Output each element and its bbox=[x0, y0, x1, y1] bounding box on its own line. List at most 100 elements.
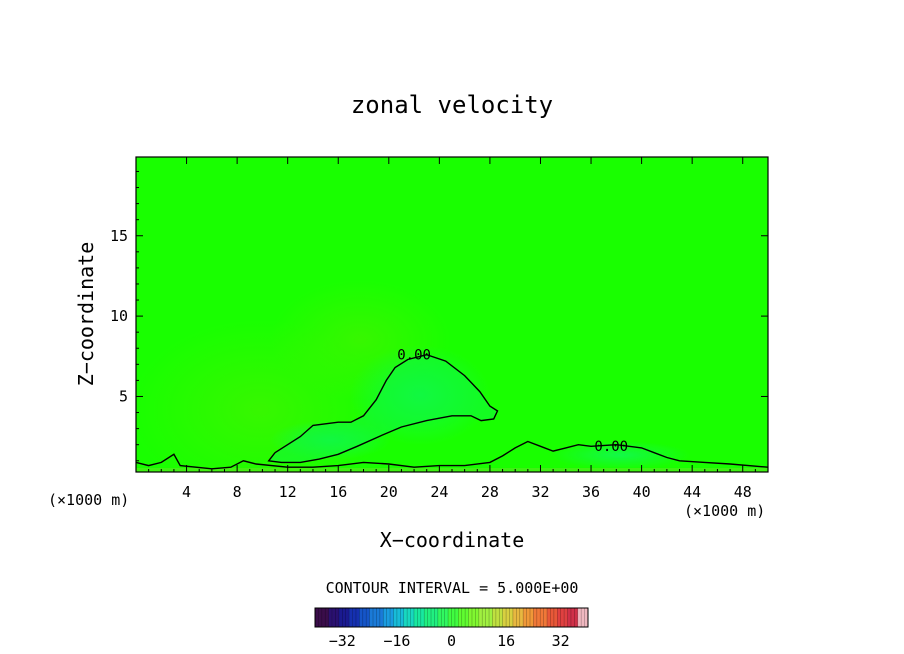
colorbar-cell bbox=[495, 608, 500, 627]
colorbar-tick-label: −32 bbox=[329, 632, 356, 650]
colorbar-cell bbox=[403, 608, 408, 627]
colorbar-cell bbox=[441, 608, 445, 627]
colorbar-cell bbox=[543, 608, 548, 627]
x-tick-label: 8 bbox=[233, 483, 242, 501]
colorbar-cell bbox=[444, 608, 449, 627]
colorbar-cell bbox=[560, 608, 565, 627]
colorbar-frame bbox=[314, 607, 589, 628]
colorbar-cell bbox=[512, 608, 517, 627]
colorbar-cell bbox=[550, 608, 555, 627]
colorbar-cell bbox=[393, 608, 398, 627]
colorbar-cell bbox=[475, 608, 480, 627]
x-tick-label: 16 bbox=[329, 483, 347, 501]
colorbar-cell bbox=[318, 608, 323, 627]
x-unit-left: (×1000 m) bbox=[48, 491, 129, 509]
colorbar-cell bbox=[379, 608, 384, 627]
colorbar-cell bbox=[338, 608, 343, 627]
colorbar-cell bbox=[396, 608, 401, 627]
x-tick-label: 44 bbox=[683, 483, 701, 501]
colorbar-tick-label: 0 bbox=[447, 632, 456, 650]
colorbar-cell bbox=[577, 608, 582, 627]
colorbar-cell bbox=[321, 608, 326, 627]
colorbar-cell bbox=[502, 608, 507, 627]
colorbar-cell bbox=[529, 608, 534, 627]
colorbar-cell bbox=[454, 608, 459, 627]
contour-interval-text: CONTOUR INTERVAL = 5.000E+00 bbox=[326, 579, 579, 597]
colorbar-cell bbox=[471, 608, 476, 627]
colorbar-cell bbox=[574, 608, 579, 627]
colorbar-cell bbox=[482, 608, 486, 627]
colorbar-cell bbox=[536, 608, 541, 627]
x-unit-right: (×1000 m) bbox=[684, 502, 765, 520]
colorbar-cell bbox=[335, 608, 340, 627]
colorbar-cell bbox=[584, 608, 589, 627]
colorbar-tick-label: 16 bbox=[497, 632, 515, 650]
x-tick-label: 36 bbox=[582, 483, 600, 501]
y-tick-label: 5 bbox=[119, 387, 128, 405]
colorbar-cell bbox=[369, 608, 374, 627]
x-tick-label: 20 bbox=[380, 483, 398, 501]
chart-title: zonal velocity bbox=[351, 91, 553, 119]
x-tick-label: 4 bbox=[182, 483, 191, 501]
colorbar-cell bbox=[567, 608, 572, 627]
colorbar-cell bbox=[400, 608, 405, 627]
colorbar-cell bbox=[448, 608, 452, 627]
colorbar-cell bbox=[523, 608, 527, 627]
colorbar-cell bbox=[547, 608, 551, 627]
colorbar-cell bbox=[458, 608, 463, 627]
x-axis-label: X−coordinate bbox=[380, 528, 525, 552]
y-tick-label: 15 bbox=[110, 227, 128, 245]
colorbar-cell bbox=[451, 608, 456, 627]
colorbar-cell bbox=[468, 608, 473, 627]
colorbar-cell bbox=[420, 608, 425, 627]
colorbar-cell bbox=[540, 608, 544, 627]
colorbar-cell bbox=[434, 608, 439, 627]
colorbar-cell bbox=[509, 608, 514, 627]
colorbar: −32 −16 0 16 32 bbox=[314, 607, 589, 650]
colorbar-cell bbox=[345, 608, 350, 627]
zero-region-fill bbox=[268, 354, 498, 463]
colorbar-cell bbox=[355, 608, 360, 627]
colorbar-cell bbox=[431, 608, 435, 627]
colorbar-cell bbox=[342, 608, 347, 627]
colorbar-cell bbox=[352, 608, 357, 627]
y-tick-label: 10 bbox=[110, 307, 128, 325]
colorbar-cell bbox=[581, 608, 585, 627]
colorbar-cell bbox=[366, 608, 370, 627]
x-tick-label: 40 bbox=[633, 483, 651, 501]
colorbar-cell bbox=[328, 608, 333, 627]
colorbar-cell bbox=[499, 608, 503, 627]
contour-label: 0.00 bbox=[397, 348, 431, 364]
colorbar-cell bbox=[373, 608, 377, 627]
colorbar-cell bbox=[390, 608, 394, 627]
colorbar-cell bbox=[465, 608, 469, 627]
colorbar-cell bbox=[489, 608, 493, 627]
colorbar-cell bbox=[413, 608, 418, 627]
zero-contour-lower bbox=[136, 440, 768, 470]
colorbar-cell bbox=[570, 608, 575, 627]
contour-label: 0.00 bbox=[594, 439, 628, 455]
colorbar-cell bbox=[553, 608, 558, 627]
colorbar-cell bbox=[437, 608, 442, 627]
colorbar-cell bbox=[485, 608, 490, 627]
colorbar-cell bbox=[506, 608, 510, 627]
colorbar-cell bbox=[407, 608, 411, 627]
colorbar-cell bbox=[410, 608, 415, 627]
colorbar-cell bbox=[359, 608, 364, 627]
colorbar-cell bbox=[427, 608, 432, 627]
colorbar-cell bbox=[461, 608, 466, 627]
colorbar-cell bbox=[376, 608, 381, 627]
colorbar-cell bbox=[362, 608, 367, 627]
colorbar-cell bbox=[383, 608, 387, 627]
colorbar-cell bbox=[424, 608, 428, 627]
x-tick-label: 32 bbox=[531, 483, 549, 501]
contour-labels: 0.00 0.00 bbox=[397, 348, 628, 456]
colorbar-cell bbox=[564, 608, 568, 627]
colorbar-cell bbox=[516, 608, 521, 627]
colorbar-cell bbox=[325, 608, 329, 627]
colorbar-cell bbox=[519, 608, 524, 627]
colorbar-cell bbox=[332, 608, 336, 627]
